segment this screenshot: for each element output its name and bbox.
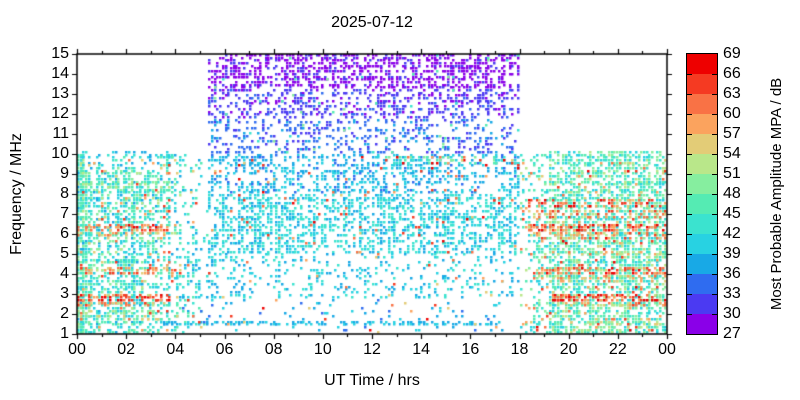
x-tick-label: 08 [264,341,283,358]
colorbar-boundary-tick [687,314,692,315]
colorbar-tick-label: 69 [723,45,741,62]
x-tick-label: 20 [559,341,578,358]
colorbar-tick-label: 45 [723,205,741,222]
x-tick-label: 00 [658,341,676,358]
colorbar-boundary-tick [712,234,717,235]
colorbar-boundary-tick [712,314,717,315]
colorbar-boundary-tick [687,154,692,155]
colorbar-block [687,194,717,214]
colorbar-boundary-tick [712,194,717,195]
y-tick-label: 7 [60,205,69,222]
colorbar-tick-label: 36 [723,265,741,282]
x-tick-label: 10 [313,341,332,358]
colorbar-tick-label: 30 [723,305,741,322]
colorbar-boundary-tick [712,134,717,135]
colorbar-boundary-tick [687,254,692,255]
x-tick-label: 00 [68,341,86,358]
colorbar-block [687,214,717,234]
y-tick-label: 11 [52,125,69,142]
colorbar-boundary-tick [712,274,717,275]
x-tick-label: 12 [363,341,381,358]
colorbar-tick-label: 51 [723,165,741,182]
x-tick-label: 22 [608,341,627,358]
x-tick-label: 14 [412,341,431,358]
x-tick-label: 18 [510,341,529,358]
colorbar-tick-label: 57 [723,125,741,142]
colorbar-boundary-tick [712,74,717,75]
colorbar-block [687,74,717,94]
colorbar-tick-label: 33 [723,285,741,302]
colorbar-block [687,314,717,334]
colorbar-tick-label: 60 [723,105,741,122]
colorbar-block [687,114,717,134]
colorbar-block [687,54,717,74]
y-tick-label: 6 [60,225,69,242]
colorbar-boundary-tick [687,294,692,295]
colorbar-tick-label: 66 [723,65,741,82]
colorbar-boundary-tick [687,214,692,215]
x-tick-label: 16 [461,341,480,358]
colorbar-boundary-tick [712,94,717,95]
colorbar-boundary-tick [687,194,692,195]
colorbar-boundary-tick [687,134,692,135]
y-tick-label: 13 [51,85,69,102]
colorbar [686,53,718,335]
y-axis-title: Frequency / MHz [8,133,25,255]
colorbar-tick-label: 54 [723,145,741,162]
y-tick-label: 1 [60,325,69,342]
colorbar-block [687,254,717,274]
colorbar-block [687,294,717,314]
chart-title: 2025-07-12 [331,14,413,31]
colorbar-boundary-tick [712,214,717,215]
x-tick-label: 02 [117,341,136,358]
colorbar-block [687,134,717,154]
colorbar-boundary-tick [687,174,692,175]
y-tick-label: 5 [60,245,69,262]
colorbar-boundary-tick [712,114,717,115]
colorbar-boundary-tick [712,154,717,155]
colorbar-block [687,174,717,194]
y-tick-label: 8 [60,185,69,202]
colorbar-block [687,274,717,294]
x-tick-label: 04 [166,341,185,358]
y-tick-label: 10 [51,145,69,162]
x-axis-title: UT Time / hrs [324,372,420,389]
colorbar-block [687,94,717,114]
colorbar-block [687,234,717,254]
colorbar-boundary-tick [687,114,692,115]
colorbar-block [687,154,717,174]
y-tick-label: 4 [60,265,69,282]
scatter-plot-area [69,46,675,342]
y-tick-label: 15 [51,45,69,62]
colorbar-boundary-tick [687,274,692,275]
colorbar-boundary-tick [687,234,692,235]
colorbar-boundary-tick [687,94,692,95]
colorbar-tick-label: 48 [723,185,741,202]
x-tick-label: 06 [215,341,234,358]
colorbar-boundary-tick [712,254,717,255]
colorbar-boundary-tick [712,174,717,175]
colorbar-title: Most Probable Amplitude MPA / dB [768,77,785,311]
colorbar-boundary-tick [687,74,692,75]
colorbar-tick-label: 27 [723,325,741,342]
y-tick-label: 9 [60,165,69,182]
colorbar-tick-label: 39 [723,245,741,262]
y-tick-label: 2 [60,305,69,322]
colorbar-boundary-tick [712,294,717,295]
y-tick-label: 12 [51,105,69,122]
y-tick-label: 14 [51,65,69,82]
y-tick-label: 3 [60,285,69,302]
colorbar-tick-label: 42 [723,225,741,242]
colorbar-tick-label: 63 [723,85,741,102]
